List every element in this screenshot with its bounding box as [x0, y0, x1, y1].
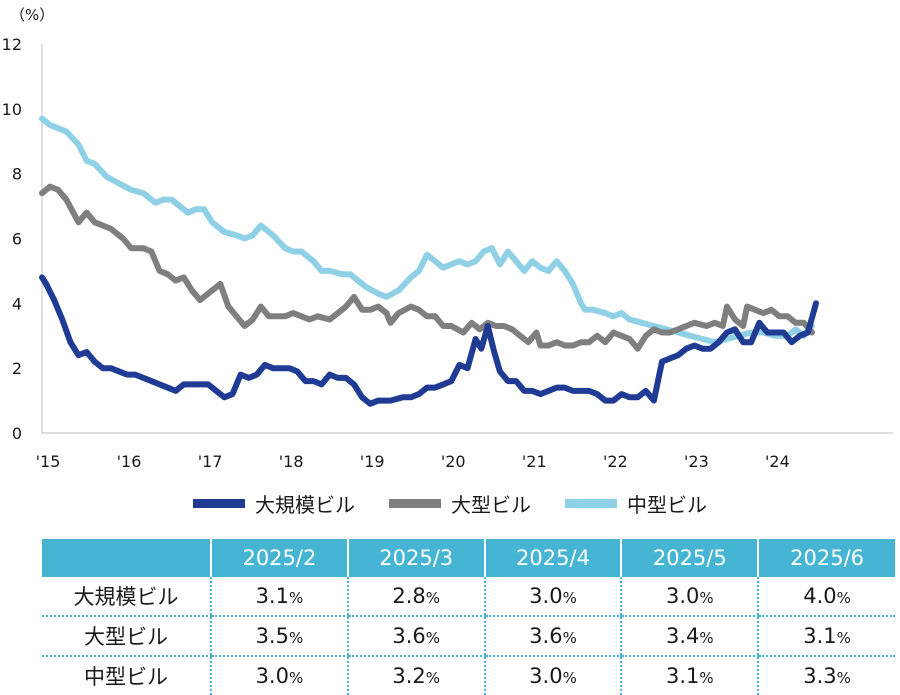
table-column-header: 2025/2 [210, 539, 348, 577]
legend-label-large: 大型ビル [451, 492, 531, 517]
y-tick-label: 2 [12, 359, 22, 378]
cell-value: 4.0 [803, 584, 837, 608]
y-tick-label: 12 [2, 35, 22, 54]
table-row-label: 中型ビル [84, 665, 168, 689]
cell-value: 3.6 [529, 624, 563, 648]
table-cell: 3.2% [346, 656, 485, 695]
y-tick-labels: 0 2 4 6 8 10 12 [2, 35, 22, 443]
table-cell: 3.4% [620, 616, 759, 657]
cell-unit: % [699, 589, 714, 607]
table-row: 大規模ビル 3.1% 2.8% 3.0% 3.0% 4.0% [42, 577, 895, 617]
table-cell: 3.1% [757, 616, 895, 657]
series-line-large-scale [39, 274, 819, 407]
table-cell: 3.6% [346, 616, 485, 657]
cell-value: 3.0 [529, 664, 563, 688]
x-tick-label: '24 [765, 452, 790, 471]
x-tick-label: '18 [279, 452, 304, 471]
x-tick-label: '20 [441, 452, 466, 471]
y-tick-label: 10 [2, 100, 22, 119]
chart-legend: 大規模ビル 大型ビル 中型ビル [0, 487, 900, 519]
table-cell: 3.1% [210, 577, 348, 617]
legend-item-large: 大型ビル [389, 489, 531, 518]
cell-unit: % [699, 629, 714, 647]
table-cell: 2.8% [346, 577, 485, 617]
cell-unit: % [562, 629, 577, 647]
table-cell: 3.0% [483, 656, 622, 695]
table-cell: 3.0% [620, 577, 759, 617]
cell-value: 3.1 [803, 624, 837, 648]
cell-unit: % [562, 589, 577, 607]
cell-value: 3.2 [392, 664, 426, 688]
table-cell: 3.0% [483, 577, 622, 617]
table-column-header: 2025/5 [620, 539, 759, 577]
table-header-row: 2025/2 2025/3 2025/4 2025/5 2025/6 [42, 539, 895, 577]
cell-value: 3.0 [529, 584, 563, 608]
cell-value: 3.1 [255, 584, 289, 608]
table-cell: 4.0% [757, 577, 895, 617]
x-tick-label: '22 [603, 452, 628, 471]
table-column-header: 2025/6 [757, 539, 895, 577]
legend-swatch-large [389, 498, 441, 508]
cell-unit: % [288, 669, 304, 687]
table-cell: 3.6% [483, 616, 622, 657]
legend-label-large-scale: 大規模ビル [255, 492, 355, 517]
cell-value: 2.8 [392, 584, 426, 608]
legend-item-medium: 中型ビル [565, 489, 707, 518]
recent-values-table: 2025/2 2025/3 2025/4 2025/5 2025/6 大規模ビル… [42, 539, 895, 695]
cell-unit: % [288, 629, 304, 647]
x-tick-label: '15 [36, 452, 61, 471]
cell-unit: % [699, 669, 714, 687]
legend-swatch-medium [565, 498, 617, 508]
cell-value: 3.4 [665, 624, 700, 648]
table-cell: 3.3% [757, 656, 895, 695]
series-line-medium [39, 115, 815, 346]
x-tick-label: '16 [117, 452, 142, 471]
legend-item-large-scale: 大規模ビル [193, 489, 355, 518]
legend-swatch-large-scale [193, 498, 245, 508]
x-tick-label: '17 [198, 452, 223, 471]
y-tick-label: 6 [12, 230, 22, 249]
cell-value: 3.5 [255, 624, 289, 648]
cell-unit: % [425, 629, 441, 647]
y-unit-label: （%） [10, 6, 54, 24]
table-column-header: 2025/3 [346, 539, 485, 577]
table-row: 中型ビル 3.0% 3.2% 3.0% 3.1% 3.3% [42, 656, 895, 695]
x-tick-label: '21 [522, 452, 547, 471]
table-column-header: 2025/4 [483, 539, 622, 577]
vacancy-rate-chart: （%） 0 2 4 6 8 10 12 '15 '16 '17 '18 '19 '20 '21 '22 '2… [2, 6, 893, 471]
cell-value: 3.3 [803, 664, 837, 688]
x-tick-labels: '15 '16 '17 '18 '19 '20 '21 '22 '23 '24 [36, 452, 790, 471]
series-line-large [39, 183, 815, 352]
cell-unit: % [425, 589, 441, 607]
legend-label-medium: 中型ビル [627, 492, 707, 517]
cell-unit: % [288, 589, 304, 607]
table-cell: 3.5% [210, 616, 348, 657]
series-lines [39, 115, 819, 407]
table-row-label: 大型ビル [42, 616, 211, 657]
y-tick-label: 4 [12, 294, 22, 313]
y-tick-label: 8 [12, 165, 22, 184]
cell-value: 3.0 [255, 664, 289, 688]
y-tick-label: 0 [12, 424, 22, 443]
table-corner-cell [42, 539, 211, 577]
table-cell: 3.0% [210, 656, 348, 695]
cell-unit: % [836, 629, 851, 647]
table-row: 大型ビル 3.5% 3.6% 3.6% 3.4% 3.1% [42, 616, 895, 657]
cell-unit: % [425, 669, 441, 687]
table-cell: 3.1% [620, 656, 759, 695]
cell-value: 3.0 [665, 584, 700, 608]
cell-value: 3.1 [665, 664, 700, 688]
cell-unit: % [562, 669, 577, 687]
cell-unit: % [836, 589, 851, 607]
table-row-label: 大規模ビル [42, 577, 211, 617]
cell-unit: % [836, 669, 851, 687]
x-tick-label: '23 [684, 452, 709, 471]
x-tick-label: '19 [360, 452, 385, 471]
cell-value: 3.6 [392, 624, 426, 648]
